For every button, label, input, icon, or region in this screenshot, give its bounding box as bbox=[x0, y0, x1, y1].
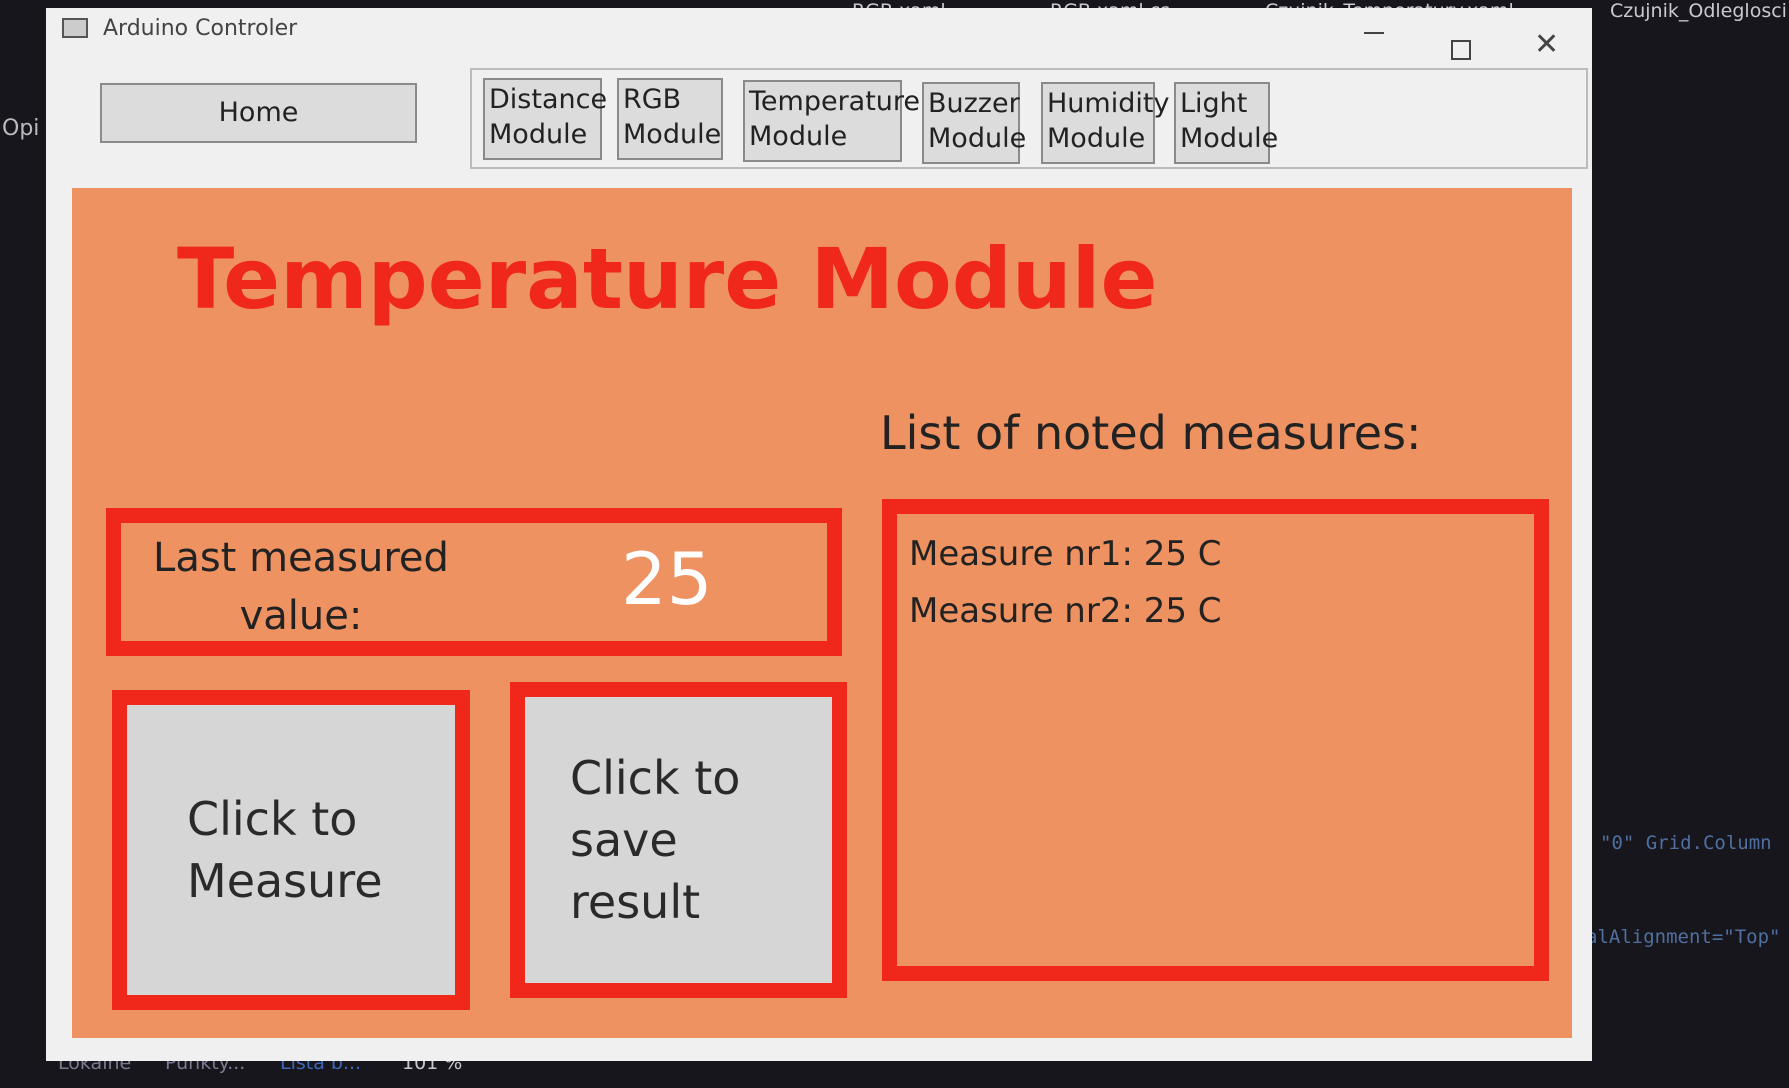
nav-button[interactable]: RGB Module bbox=[617, 78, 723, 160]
save-button-text: Click to save result bbox=[570, 751, 741, 929]
list-label: List of noted measures: bbox=[880, 406, 1422, 460]
module-panel: Temperature Module List of noted measure… bbox=[72, 188, 1572, 1038]
close-button[interactable]: ✕ bbox=[1534, 27, 1560, 62]
last-value: 25 bbox=[621, 537, 713, 621]
app-icon bbox=[62, 18, 88, 38]
measure-button-text: Click to Measure bbox=[187, 792, 383, 908]
module-heading: Temperature Module bbox=[177, 230, 1158, 328]
window-title: Arduino Controler bbox=[103, 16, 298, 41]
last-value-label: Last measured value: bbox=[153, 535, 449, 639]
measures-list: Measure nr1: 25 C Measure nr2: 25 C bbox=[882, 499, 1549, 981]
maximize-button[interactable] bbox=[1451, 40, 1471, 60]
code-line: alAlignment="Top" bbox=[1586, 926, 1781, 948]
nav-group bbox=[470, 68, 1588, 169]
nav-button[interactable]: Buzzer Module bbox=[922, 82, 1026, 164]
measure-button[interactable]: Click to Measure bbox=[112, 690, 470, 1010]
nav-button[interactable]: Light Module bbox=[1174, 82, 1278, 164]
home-button[interactable]: Home bbox=[100, 83, 417, 143]
editor-tab[interactable]: Czujnik_Odleglosci bbox=[1610, 0, 1787, 22]
code-line: "0" Grid.Column bbox=[1600, 832, 1772, 854]
nav-button[interactable]: Humidity Module bbox=[1041, 82, 1169, 164]
measure-item: Measure nr1: 25 C bbox=[909, 534, 1222, 574]
save-button[interactable]: Click to save result bbox=[510, 682, 847, 998]
nav-button[interactable]: Temperature Module bbox=[743, 80, 920, 162]
measure-item: Measure nr2: 25 C bbox=[909, 591, 1222, 631]
nav-button[interactable]: Distance Module bbox=[483, 78, 607, 160]
side-text: Opi bbox=[2, 116, 40, 141]
last-value-box: Last measured value: 25 bbox=[106, 508, 842, 656]
minimize-button[interactable] bbox=[1364, 32, 1384, 34]
